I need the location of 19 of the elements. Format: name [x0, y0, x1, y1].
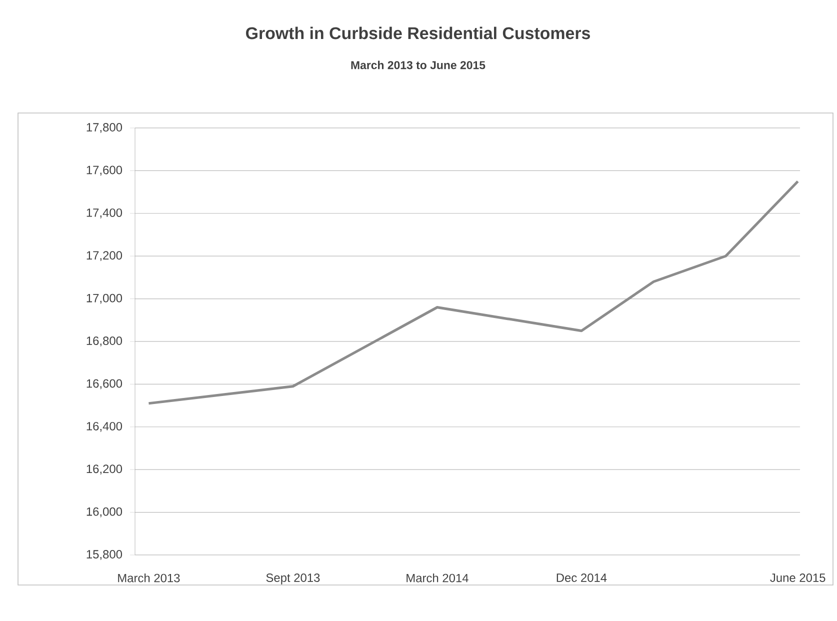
x-tick-label: March 2013: [118, 574, 180, 582]
x-tick-label: March 2014: [406, 574, 468, 582]
line-series: [147, 180, 800, 405]
y-tick-label: 16,800: [86, 336, 122, 346]
y-tick-label: 15,800: [86, 550, 122, 560]
y-tick-label: 17,600: [86, 166, 122, 176]
x-tick-label: Dec 2014: [556, 574, 607, 582]
x-tick-label: June 2015: [770, 574, 826, 582]
y-tick-label: 16,400: [86, 422, 122, 432]
y-tick-label: 16,600: [86, 379, 122, 390]
y-tick-label: 17,200: [86, 251, 122, 262]
y-tick-label: 16,200: [86, 464, 122, 475]
y-tick-label: 17,000: [86, 294, 122, 304]
y-tick-label: 17,800: [86, 123, 122, 133]
chart-title: Growth in Curbside Residential Customers: [246, 26, 590, 40]
y-tick-label: 16,000: [86, 507, 122, 518]
y-tick-label: 17,400: [86, 208, 122, 218]
x-tick-label: Sept 2013: [266, 574, 320, 584]
chart-subtitle: March 2013 to June 2015: [351, 60, 486, 70]
